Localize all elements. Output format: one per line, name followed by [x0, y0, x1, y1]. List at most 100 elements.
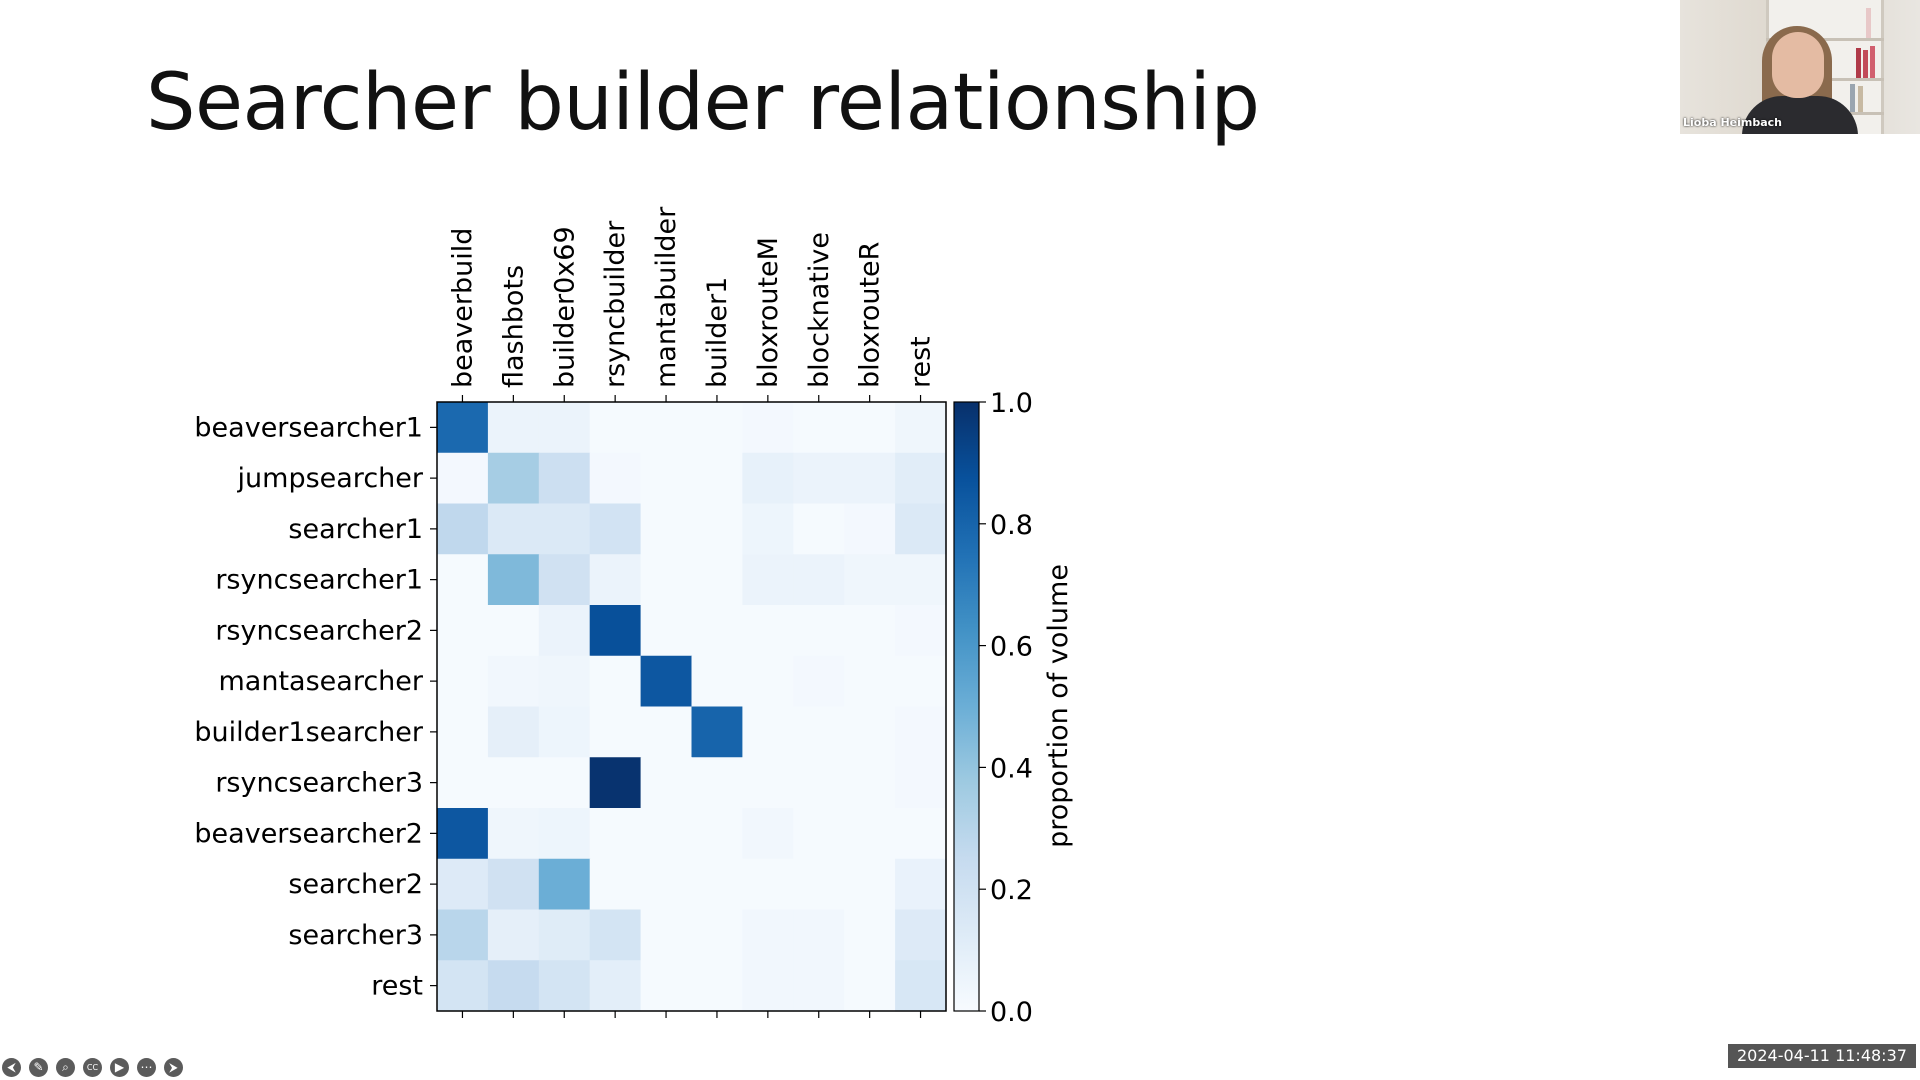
heatmap-cell — [793, 503, 845, 555]
heatmap-cell — [895, 858, 947, 911]
more-icon[interactable]: ⋯ — [137, 1058, 156, 1077]
heatmap-cell — [487, 808, 540, 860]
slide-title: Searcher builder relationship — [146, 58, 1260, 148]
heatmap-cell — [437, 503, 489, 555]
heatmap-cell — [487, 909, 540, 961]
heatmap-frame — [436, 401, 947, 1012]
heatmap-cell — [691, 909, 743, 961]
heatmap-cell — [793, 706, 845, 758]
heatmap-cell — [487, 757, 540, 809]
heatmap-cell — [538, 858, 591, 911]
heatmap-cell — [742, 655, 794, 708]
row-label: mantasearcher — [219, 666, 424, 697]
heatmap-cell — [691, 402, 743, 454]
heatmap-cell — [538, 960, 591, 1012]
colorbar-tick-label: 1.0 — [990, 388, 1033, 419]
heatmap-cell — [538, 655, 591, 708]
heatmap-cell — [742, 757, 794, 809]
heatmap-cell — [844, 808, 896, 860]
captions-icon[interactable]: CC — [83, 1058, 102, 1077]
heatmap-cell — [437, 554, 489, 606]
column-label: blocknative — [804, 232, 835, 388]
heatmap-cell — [640, 402, 693, 454]
heatmap-cell — [437, 706, 489, 758]
row-label: beaversearcher1 — [194, 412, 423, 443]
colorbar-tick-label: 0.6 — [990, 632, 1033, 663]
heatmap-cell — [793, 452, 845, 505]
row-label: searcher2 — [288, 869, 423, 900]
forward-arrow-icon[interactable]: ⮞ — [164, 1058, 183, 1077]
zoom-icon[interactable]: ⌕ — [56, 1058, 75, 1077]
heatmap-cell — [640, 909, 693, 961]
row-label: jumpsearcher — [237, 463, 424, 494]
heatmap-cell — [844, 554, 896, 606]
row-label: builder1searcher — [194, 717, 424, 748]
heatmap-cell — [437, 452, 489, 505]
heatmap-cell — [487, 503, 540, 555]
heatmap-cell — [487, 452, 540, 505]
colorbar — [953, 401, 980, 1012]
row-label: searcher1 — [288, 514, 423, 545]
heatmap-cell — [487, 554, 540, 606]
heatmap-cell — [640, 757, 693, 809]
pen-icon[interactable]: ✎ — [29, 1058, 48, 1077]
heatmap-cell — [742, 909, 794, 961]
heatmap-cell — [640, 503, 693, 555]
heatmap-cell — [538, 757, 591, 809]
heatmap-cell — [691, 605, 743, 657]
heatmap-cell — [742, 503, 794, 555]
heatmap-cell — [742, 452, 794, 505]
colorbar-tick-label: 0.2 — [990, 875, 1033, 906]
heatmap-cell — [691, 452, 743, 505]
heatmap-cell — [589, 402, 642, 454]
column-label: bloxrouteR — [855, 242, 886, 388]
heatmap-cell — [844, 605, 896, 657]
heatmap-cell — [844, 452, 896, 505]
video-icon[interactable]: ▶ — [110, 1058, 129, 1077]
heatmap-cell — [487, 858, 540, 911]
heatmap-cell — [895, 960, 947, 1012]
heatmap-cell — [538, 503, 591, 555]
heatmap-cell — [691, 757, 743, 809]
heatmap-cell — [895, 655, 947, 708]
row-label: rsyncsearcher3 — [215, 768, 423, 799]
heatmap-cell — [691, 655, 743, 708]
heatmap-cell — [538, 402, 591, 454]
heatmap-cell — [437, 960, 489, 1012]
colorbar-tick-label: 0.8 — [990, 510, 1033, 541]
heatmap-cell — [538, 452, 591, 505]
heatmap-cell — [640, 605, 693, 657]
colorbar-tick-label: 0.4 — [990, 753, 1033, 784]
heatmap-cell — [538, 706, 591, 758]
column-label: rest — [906, 336, 937, 388]
column-label: mantabuilder — [651, 206, 682, 388]
heatmap-cell — [437, 655, 489, 708]
heatmap-cell — [742, 808, 794, 860]
heatmap-cell — [589, 909, 642, 961]
heatmap-cell — [793, 605, 845, 657]
heatmap-cell — [895, 503, 947, 555]
recording-timestamp: 2024-04-11 11:48:37 — [1728, 1044, 1916, 1068]
heatmap-cell — [589, 858, 642, 911]
heatmap-cell — [487, 605, 540, 657]
row-label: beaversearcher2 — [194, 818, 423, 849]
heatmap-cell — [844, 655, 896, 708]
heatmap-cell — [589, 808, 642, 860]
heatmap-cell — [589, 452, 642, 505]
heatmap-cell — [793, 757, 845, 809]
heatmap-cell — [793, 960, 845, 1012]
heatmap-cell — [640, 808, 693, 860]
heatmap-cell — [640, 858, 693, 911]
heatmap-cell — [589, 554, 642, 606]
colorbar-tick-label: 0.0 — [990, 997, 1033, 1028]
heatmap-cell — [691, 808, 743, 860]
heatmap-cell — [437, 605, 489, 657]
back-arrow-icon[interactable]: ⮜ — [2, 1058, 21, 1077]
column-labels: beaverbuild flashbots builder0x69 rsyncbuil… — [447, 206, 937, 1018]
heatmap-cell — [742, 554, 794, 606]
heatmap-cell — [895, 909, 947, 961]
heatmap-cell — [437, 757, 489, 809]
heatmap-cells — [437, 402, 947, 1012]
heatmap-cell — [691, 706, 743, 758]
